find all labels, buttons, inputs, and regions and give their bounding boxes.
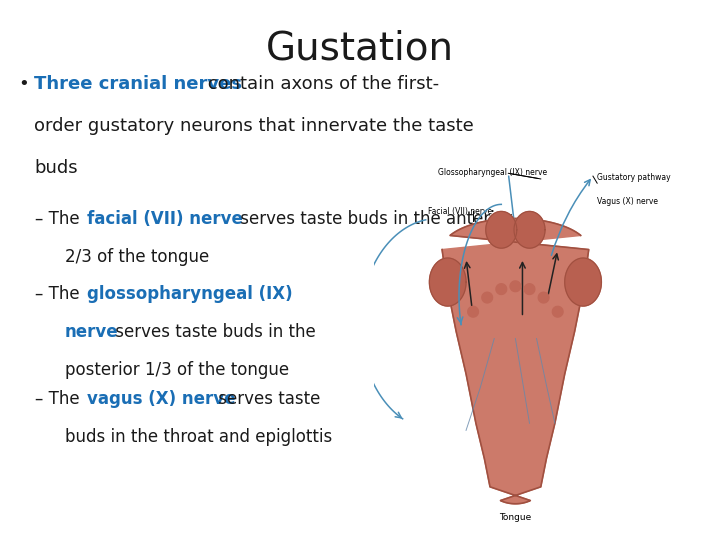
Text: – The: – The xyxy=(35,285,85,303)
Text: 2/3 of the tongue: 2/3 of the tongue xyxy=(65,248,210,266)
Text: facial (VII) nerve: facial (VII) nerve xyxy=(87,210,243,228)
Polygon shape xyxy=(429,258,466,306)
Text: – The: – The xyxy=(35,390,85,408)
Polygon shape xyxy=(524,284,535,294)
Text: buds in the throat and epiglottis: buds in the throat and epiglottis xyxy=(65,428,332,446)
Text: buds: buds xyxy=(34,159,78,177)
Polygon shape xyxy=(496,284,507,294)
Text: vagus (X) nerve: vagus (X) nerve xyxy=(87,390,235,408)
Polygon shape xyxy=(486,212,517,248)
Polygon shape xyxy=(468,306,479,317)
Text: Three cranial nerves: Three cranial nerves xyxy=(34,75,242,93)
Text: Gustation: Gustation xyxy=(266,30,454,68)
Polygon shape xyxy=(539,292,549,303)
Polygon shape xyxy=(564,258,601,306)
Text: glossopharyngeal (IX): glossopharyngeal (IX) xyxy=(87,285,292,303)
Text: Vagus (X) nerve: Vagus (X) nerve xyxy=(597,197,658,206)
Text: contain axons of the first-: contain axons of the first- xyxy=(202,75,439,93)
Text: Gustatory pathway: Gustatory pathway xyxy=(597,173,671,183)
Text: serves taste buds in the anterior: serves taste buds in the anterior xyxy=(235,210,512,228)
Text: nerve: nerve xyxy=(65,323,119,341)
Text: order gustatory neurons that innervate the taste: order gustatory neurons that innervate t… xyxy=(34,117,474,135)
Polygon shape xyxy=(482,292,492,303)
Text: posterior 1/3 of the tongue: posterior 1/3 of the tongue xyxy=(65,361,289,379)
Polygon shape xyxy=(514,212,545,248)
Text: Facial (VII) nerve: Facial (VII) nerve xyxy=(428,207,492,216)
Polygon shape xyxy=(510,281,521,292)
Text: •: • xyxy=(18,75,29,93)
Text: Glossopharyngeal (IX) nerve: Glossopharyngeal (IX) nerve xyxy=(438,167,547,177)
Polygon shape xyxy=(552,306,563,317)
Polygon shape xyxy=(442,219,589,504)
Text: – The: – The xyxy=(35,210,85,228)
Text: serves taste buds in the: serves taste buds in the xyxy=(110,323,316,341)
Text: Tongue: Tongue xyxy=(499,513,531,522)
Text: serves taste: serves taste xyxy=(213,390,320,408)
